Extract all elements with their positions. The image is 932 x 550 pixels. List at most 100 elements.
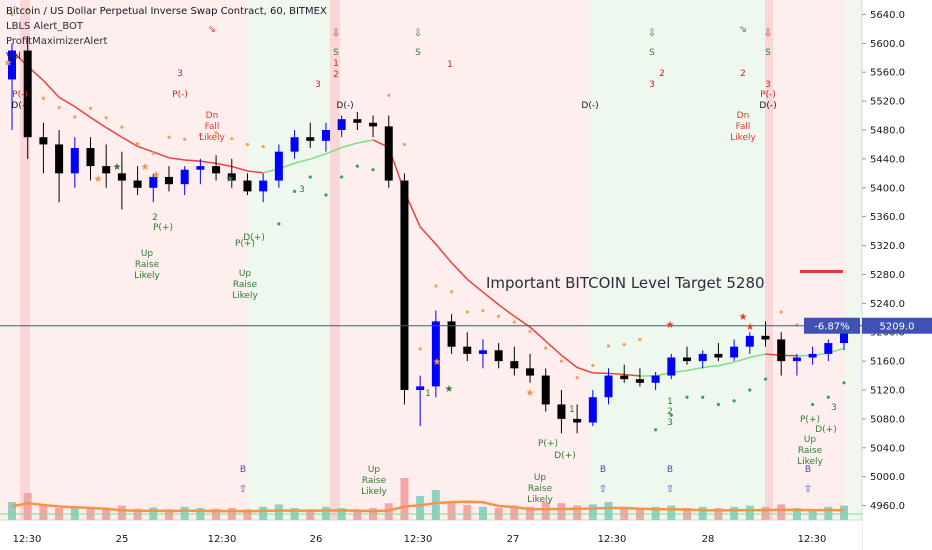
signal-zone xyxy=(765,0,773,520)
indicator-profit-maximizer-alert[interactable]: ProfitMaximizerAlert xyxy=(6,36,108,47)
indicator-lbls-alert-bot[interactable]: LBLS Alert_BOT xyxy=(6,21,83,32)
ema-segment xyxy=(90,116,107,129)
chart-title: Bitcoin / US Dollar Perpetual Inverse Sw… xyxy=(6,6,327,17)
trail-dot xyxy=(685,395,689,399)
signal-up-raise-likely: Up xyxy=(804,435,817,445)
candle-body xyxy=(667,357,676,376)
trail-dot xyxy=(402,142,407,147)
candle-body xyxy=(164,176,173,185)
ema-segment xyxy=(341,142,358,149)
price-tick-label: 4960.0 xyxy=(870,501,905,512)
candle-body xyxy=(745,335,754,347)
signal-arrow-icon: ⇧ xyxy=(599,484,607,495)
candle-body xyxy=(8,50,16,80)
signal-label: D(+) xyxy=(243,233,265,243)
candle-body xyxy=(290,137,299,152)
signal-label: 1 xyxy=(447,60,453,70)
signal-star-icon: ★ xyxy=(666,320,675,331)
candle-body xyxy=(369,122,378,127)
volume-bar xyxy=(730,506,739,520)
candle-body xyxy=(259,180,268,192)
ema-segment xyxy=(357,139,374,144)
trail-dot xyxy=(10,12,14,17)
signal-star-icon: ★ xyxy=(433,357,442,368)
candle-body xyxy=(39,137,48,145)
signal-label: 1 xyxy=(667,397,673,407)
price-tick-label: 5160.0 xyxy=(870,357,905,368)
trail-dot xyxy=(371,168,375,172)
trail-dot xyxy=(826,395,830,399)
signal-label: 3 xyxy=(765,80,771,90)
time-tick-label: 27 xyxy=(507,534,520,545)
signal-zone xyxy=(773,0,845,520)
ema-segment xyxy=(686,366,703,372)
signal-label: D(-) xyxy=(11,101,28,111)
trail-dot xyxy=(261,145,265,149)
trail-dot xyxy=(214,131,218,135)
signal-star-icon: ★ xyxy=(739,312,748,323)
price-tick-label: 5640.0 xyxy=(870,10,905,21)
volume-bar xyxy=(180,506,189,520)
time-tick-label: 12:30 xyxy=(598,534,627,545)
volume-bar xyxy=(510,505,519,520)
signal-arrow-icon: ⇩ xyxy=(414,28,422,39)
price-tick-label: 5080.0 xyxy=(870,414,905,425)
volume-bar xyxy=(808,509,817,520)
signal-dn-fall-likely: Fall xyxy=(736,122,751,132)
signal-label: 2 xyxy=(152,213,158,223)
price-tick-label: 5040.0 xyxy=(870,443,905,454)
signal-label: B xyxy=(805,465,811,475)
trail-dot xyxy=(842,381,846,385)
volume-bar xyxy=(478,506,487,520)
volume-bar xyxy=(777,504,786,520)
signal-label: D(-) xyxy=(336,101,353,111)
candle-body xyxy=(651,375,660,383)
trail-dot xyxy=(434,284,438,288)
volume-bar xyxy=(431,490,440,520)
trail-dot xyxy=(198,132,202,136)
signal-up-raise-likely: Up xyxy=(368,465,381,475)
candle-body xyxy=(714,353,723,358)
signal-label: P(-) xyxy=(760,90,776,100)
indicator-volume[interactable]: Vol xyxy=(6,51,21,62)
ema-segment xyxy=(608,372,625,376)
candle-body xyxy=(620,375,629,380)
ema-segment xyxy=(137,145,154,153)
trail-dot xyxy=(763,377,768,381)
signal-label: S xyxy=(333,48,339,58)
price-tick-label: 5600.0 xyxy=(870,39,905,50)
candle-body xyxy=(761,335,770,340)
price-tick-label: 5440.0 xyxy=(870,154,905,165)
ema-segment xyxy=(247,170,264,174)
ema-segment xyxy=(200,160,217,165)
signal-zone xyxy=(340,0,590,520)
signal-up-raise-likely: Raise xyxy=(528,484,553,494)
trail-dot xyxy=(449,290,454,294)
signal-label: 1 xyxy=(569,405,575,415)
signal-up-raise-likely: Likely xyxy=(527,495,553,505)
trail-dot xyxy=(104,116,108,120)
trail-dot xyxy=(465,310,469,314)
time-tick-label: 26 xyxy=(310,534,323,545)
candle-body xyxy=(730,346,739,358)
signal-label: D(+) xyxy=(554,451,576,461)
signal-label: P(+) xyxy=(538,439,558,449)
trail-dot xyxy=(151,151,155,155)
signal-up-raise-likely: Raise xyxy=(798,446,823,456)
trail-dot xyxy=(308,175,312,179)
signal-label: 3 xyxy=(667,418,673,428)
signal-dn-fall-likely: Dn xyxy=(737,111,750,121)
volume-bar xyxy=(604,502,613,520)
ema-segment xyxy=(42,80,60,98)
signal-up-raise-likely: Raise xyxy=(362,476,387,486)
signal-label: B xyxy=(240,465,246,475)
candle-body xyxy=(306,137,315,141)
trail-dot xyxy=(622,342,626,347)
ema-segment xyxy=(529,326,547,342)
candle-body xyxy=(274,151,283,181)
ema-segment xyxy=(325,146,342,155)
signal-star-icon: ★ xyxy=(113,162,122,173)
trail-dot xyxy=(88,106,93,110)
candle-body xyxy=(55,144,64,174)
